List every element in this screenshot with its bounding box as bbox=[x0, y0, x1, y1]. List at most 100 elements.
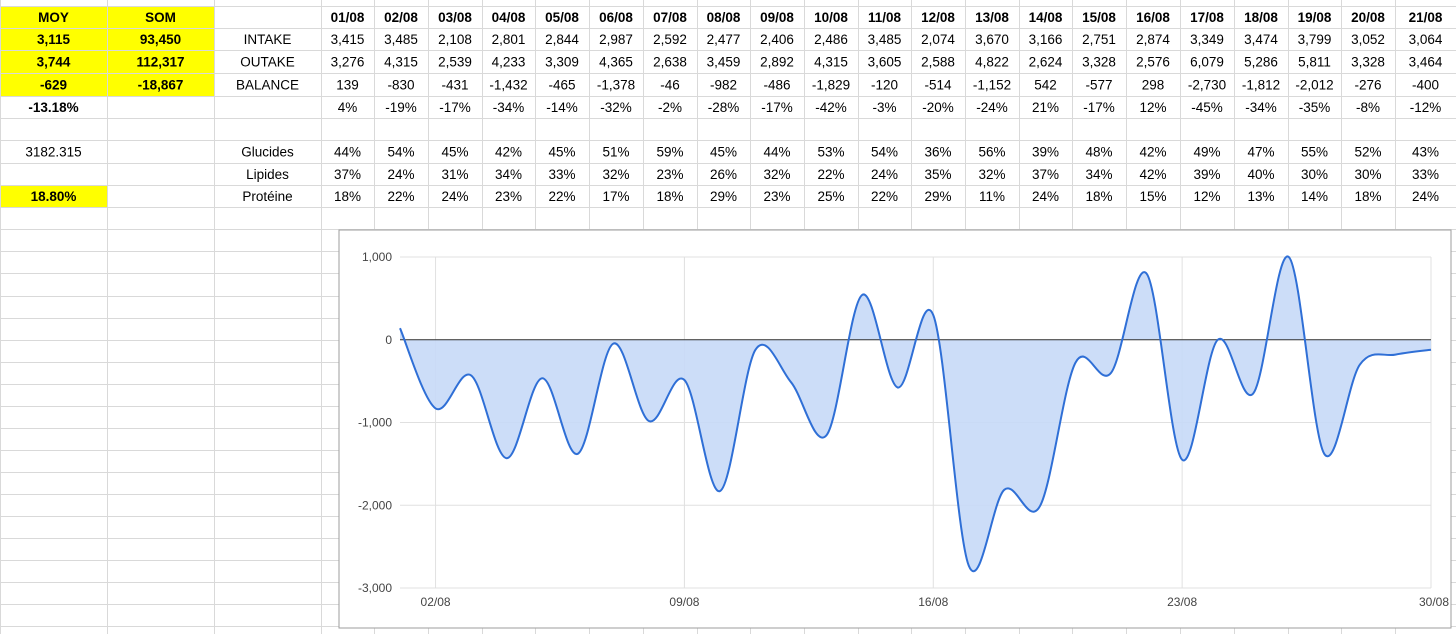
table-cell[interactable]: 4,365 bbox=[599, 55, 633, 70]
date-header[interactable]: 21/08 bbox=[1409, 10, 1443, 25]
table-cell[interactable]: 5,286 bbox=[1244, 55, 1278, 70]
table-cell[interactable]: -12% bbox=[1410, 100, 1442, 115]
table-cell[interactable]: 32% bbox=[602, 167, 629, 182]
data-point[interactable] bbox=[468, 372, 474, 378]
data-point[interactable] bbox=[1321, 451, 1327, 457]
table-cell[interactable]: 18% bbox=[656, 189, 683, 204]
table-cell[interactable]: 29% bbox=[924, 189, 951, 204]
table-cell[interactable]: 4,315 bbox=[814, 55, 848, 70]
table-cell[interactable]: 39% bbox=[1193, 167, 1220, 182]
table-cell[interactable]: -17% bbox=[439, 100, 471, 115]
table-cell[interactable]: 49% bbox=[1193, 145, 1220, 160]
table-cell[interactable]: 24% bbox=[1412, 189, 1439, 204]
data-point[interactable] bbox=[504, 455, 510, 461]
table-cell[interactable]: 44% bbox=[763, 145, 790, 160]
data-point[interactable] bbox=[1144, 271, 1150, 277]
date-header[interactable]: 05/08 bbox=[545, 10, 579, 25]
data-point[interactable] bbox=[753, 347, 759, 353]
table-cell[interactable]: 26% bbox=[710, 167, 737, 182]
table-cell[interactable]: 542 bbox=[1034, 78, 1057, 93]
data-point[interactable] bbox=[1357, 362, 1363, 368]
data-point[interactable] bbox=[966, 563, 972, 569]
table-cell[interactable]: 2,751 bbox=[1082, 32, 1116, 47]
table-cell[interactable]: 29% bbox=[710, 189, 737, 204]
table-cell[interactable]: 22% bbox=[871, 189, 898, 204]
table-cell[interactable]: 2,576 bbox=[1136, 55, 1170, 70]
table-cell[interactable]: 51% bbox=[602, 145, 629, 160]
balance-area-chart[interactable]: 1,000 0 -1,000 -2,000 -3,000 02/08 09/08 16/08 2… bbox=[338, 229, 1452, 629]
table-cell[interactable]: 42% bbox=[495, 145, 522, 160]
table-cell[interactable]: 36% bbox=[924, 145, 951, 160]
protein-pct-summary[interactable]: 18.80% bbox=[31, 189, 77, 204]
row-label[interactable]: BALANCE bbox=[236, 78, 299, 93]
table-cell[interactable]: -24% bbox=[976, 100, 1008, 115]
table-cell[interactable]: 45% bbox=[441, 145, 468, 160]
table-cell[interactable]: 40% bbox=[1247, 167, 1274, 182]
table-cell[interactable]: -42% bbox=[815, 100, 847, 115]
avg-raw-value[interactable]: 3182.315 bbox=[25, 145, 81, 160]
table-cell[interactable]: 2,624 bbox=[1029, 55, 1063, 70]
table-cell[interactable]: -982 bbox=[710, 78, 737, 93]
table-cell[interactable]: 56% bbox=[978, 145, 1005, 160]
table-cell[interactable]: 3,309 bbox=[545, 55, 579, 70]
table-cell[interactable]: 22% bbox=[548, 189, 575, 204]
table-cell[interactable]: 12% bbox=[1139, 100, 1166, 115]
table-cell[interactable]: -830 bbox=[387, 78, 414, 93]
table-cell[interactable]: 3,415 bbox=[331, 32, 365, 47]
data-point[interactable] bbox=[1428, 347, 1434, 353]
table-cell[interactable]: 3,464 bbox=[1409, 55, 1443, 70]
table-cell[interactable]: 3,328 bbox=[1082, 55, 1116, 70]
table-cell[interactable]: 32% bbox=[978, 167, 1005, 182]
date-header[interactable]: 20/08 bbox=[1351, 10, 1385, 25]
table-cell[interactable]: -465 bbox=[548, 78, 575, 93]
date-header[interactable]: 17/08 bbox=[1190, 10, 1224, 25]
table-cell[interactable]: 33% bbox=[1412, 167, 1439, 182]
table-cell[interactable]: -45% bbox=[1191, 100, 1223, 115]
table-cell[interactable]: 2,406 bbox=[760, 32, 794, 47]
table-cell[interactable]: -514 bbox=[924, 78, 952, 93]
table-cell[interactable]: 2,987 bbox=[599, 32, 633, 47]
date-header[interactable]: 13/08 bbox=[975, 10, 1009, 25]
table-cell[interactable]: 3,474 bbox=[1244, 32, 1278, 47]
table-cell[interactable]: -17% bbox=[1083, 100, 1115, 115]
data-point[interactable] bbox=[788, 379, 794, 385]
table-cell[interactable]: 22% bbox=[387, 189, 414, 204]
table-cell[interactable]: 25% bbox=[817, 189, 844, 204]
table-cell[interactable]: 23% bbox=[495, 189, 522, 204]
data-point[interactable] bbox=[930, 312, 936, 318]
table-cell[interactable]: 39% bbox=[1032, 145, 1059, 160]
row-label[interactable]: Lipides bbox=[246, 167, 289, 182]
table-cell[interactable]: -276 bbox=[1354, 78, 1381, 93]
table-cell[interactable]: 5,811 bbox=[1298, 55, 1331, 70]
table-cell[interactable]: 18% bbox=[1085, 189, 1112, 204]
table-cell[interactable]: 31% bbox=[441, 167, 468, 182]
table-cell[interactable]: -2,730 bbox=[1188, 78, 1226, 93]
table-cell[interactable]: 21% bbox=[1032, 100, 1059, 115]
table-cell[interactable]: 3,166 bbox=[1029, 32, 1063, 47]
table-cell[interactable]: 14% bbox=[1301, 189, 1328, 204]
date-header[interactable]: 03/08 bbox=[438, 10, 472, 25]
table-cell[interactable]: -14% bbox=[546, 100, 578, 115]
table-cell[interactable]: 3,485 bbox=[868, 32, 902, 47]
date-header[interactable]: 16/08 bbox=[1136, 10, 1170, 25]
table-cell[interactable]: 18% bbox=[334, 189, 361, 204]
table-cell[interactable]: 48% bbox=[1085, 145, 1112, 160]
data-point[interactable] bbox=[859, 292, 865, 298]
table-cell[interactable]: 3,670 bbox=[975, 32, 1009, 47]
table-cell[interactable]: -120 bbox=[871, 78, 898, 93]
table-cell[interactable]: -19% bbox=[385, 100, 417, 115]
table-cell[interactable]: 37% bbox=[334, 167, 361, 182]
table-cell[interactable]: 17% bbox=[602, 189, 629, 204]
table-cell[interactable]: -17% bbox=[761, 100, 793, 115]
table-cell[interactable]: 4,822 bbox=[975, 55, 1009, 70]
table-cell[interactable]: 4% bbox=[338, 100, 358, 115]
table-cell[interactable]: 54% bbox=[387, 145, 414, 160]
table-cell[interactable]: 3,799 bbox=[1298, 32, 1332, 47]
date-header[interactable]: 11/08 bbox=[868, 10, 902, 25]
table-cell[interactable]: 2,638 bbox=[653, 55, 687, 70]
data-point[interactable] bbox=[1072, 360, 1078, 366]
table-cell[interactable]: 298 bbox=[1142, 78, 1165, 93]
table-cell[interactable]: 2,539 bbox=[438, 55, 472, 70]
table-cell[interactable]: 22% bbox=[817, 167, 844, 182]
